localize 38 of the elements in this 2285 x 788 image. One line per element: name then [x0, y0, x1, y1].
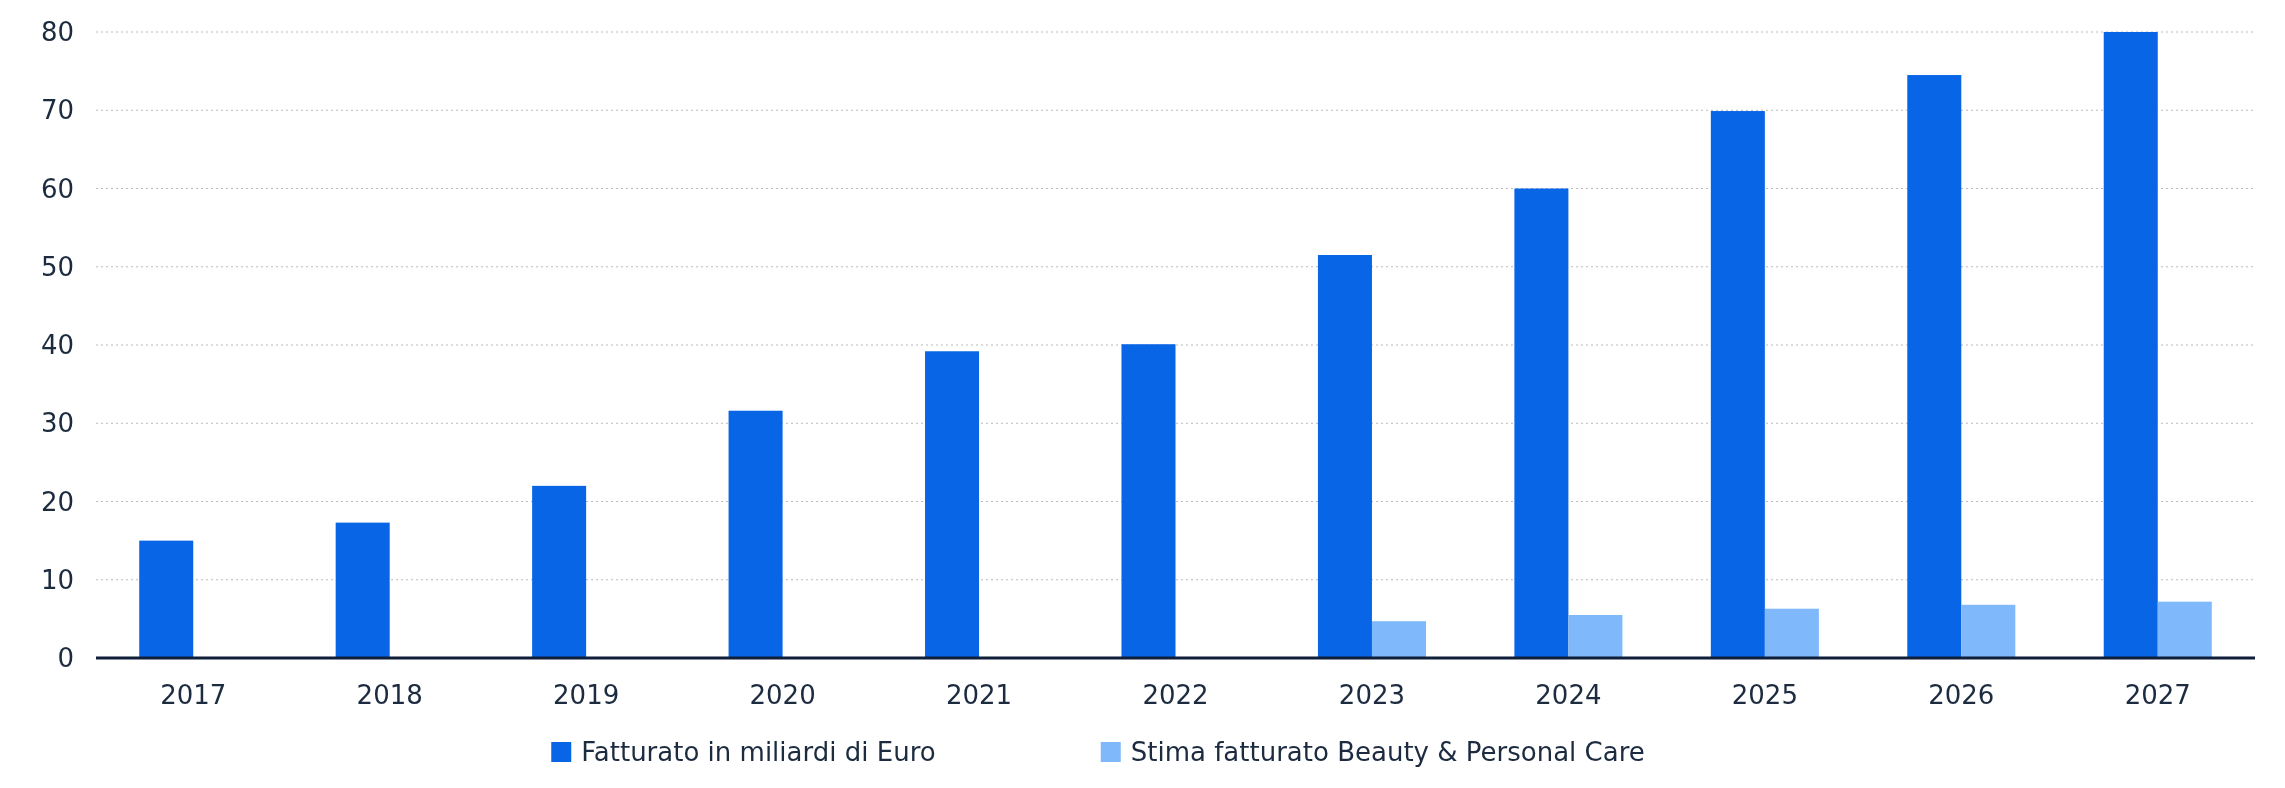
bar: [1961, 604, 2016, 658]
y-tick-label: 30: [40, 408, 74, 439]
y-tick-label: 40: [40, 330, 74, 361]
bar: [1710, 111, 1765, 658]
bar: [532, 485, 587, 658]
y-tick-label: 60: [40, 173, 74, 204]
bar: [2157, 601, 2212, 658]
bar: [1121, 344, 1176, 658]
bar: [2103, 32, 2158, 658]
bar: [1371, 621, 1426, 658]
x-tick-label: 2017: [160, 680, 227, 710]
bar: [1568, 614, 1623, 658]
bar: [335, 522, 390, 658]
x-tick-label: 2025: [1731, 680, 1798, 710]
x-tick-label: 2020: [749, 680, 816, 710]
x-tick-label: 2022: [1142, 680, 1209, 710]
x-tick-label: 2024: [1535, 680, 1602, 710]
x-tick-label: 2019: [553, 680, 620, 710]
bar: [1907, 75, 1962, 658]
x-tick-label: 2027: [2124, 680, 2191, 710]
bar: [1317, 255, 1372, 658]
bar: [925, 351, 980, 658]
y-tick-label: 10: [40, 564, 74, 595]
bar: [139, 540, 194, 658]
bar: [1764, 608, 1819, 658]
x-tick-label: 2021: [945, 680, 1013, 710]
y-tick-label: 80: [40, 17, 74, 48]
legend-label: Stima fatturato Beauty & Personal Care: [1130, 737, 1645, 768]
x-tick-label: 2018: [356, 680, 423, 710]
x-tick-label: 2023: [1338, 680, 1406, 710]
y-tick-label: 0: [57, 643, 74, 674]
y-tick-label: 20: [40, 486, 74, 517]
bar: [728, 410, 783, 658]
y-tick-label: 50: [40, 251, 74, 282]
x-tick-label: 2026: [1928, 680, 1995, 710]
bar: [1514, 188, 1569, 658]
y-tick-label: 70: [40, 95, 74, 126]
legend-label: Fatturato in miliardi di Euro: [581, 737, 936, 768]
